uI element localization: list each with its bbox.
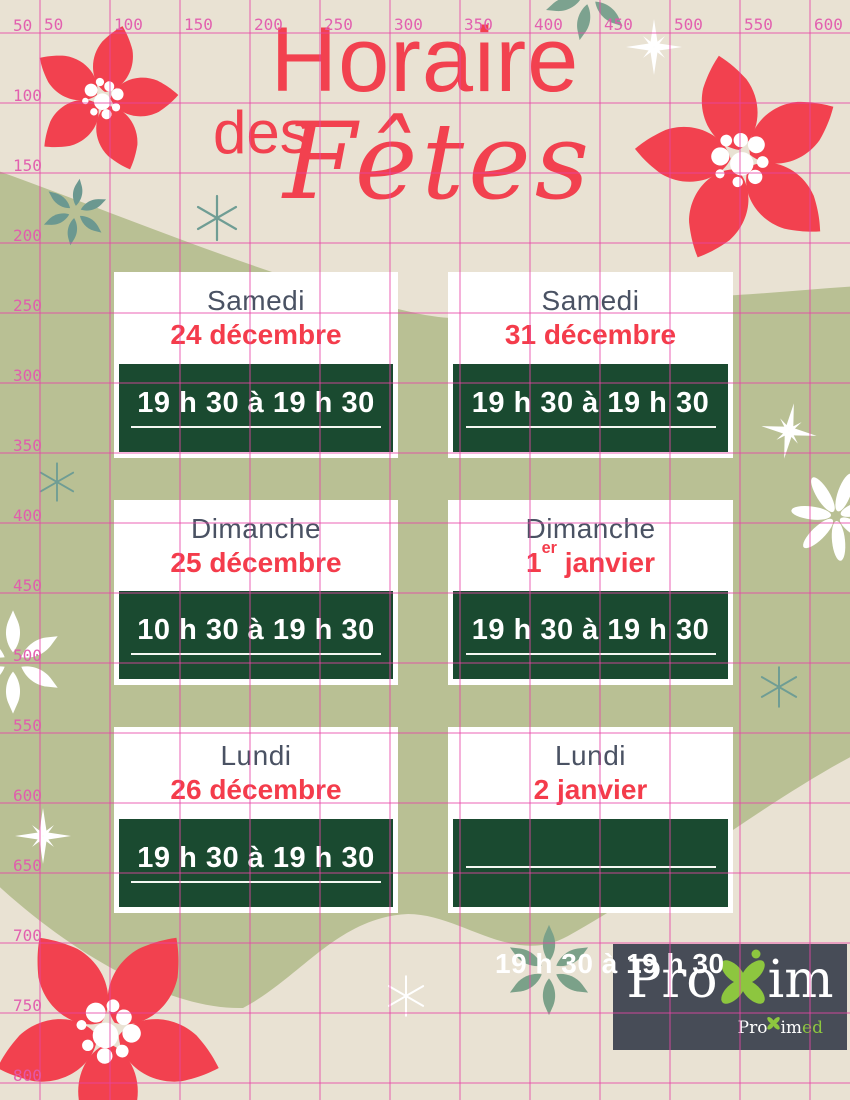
card-underline (131, 426, 381, 429)
subbrand-mid: im (780, 1017, 803, 1038)
proxim-logo: Pro im Pro (613, 944, 847, 1050)
card-time-label: 19 h 30 à 19 h 30 (137, 386, 375, 419)
schedule-card: Lundi 2 janvier (448, 727, 733, 913)
card-time-label: 19 h 30 à 19 h 30 (137, 841, 375, 874)
card-underline (465, 653, 716, 656)
wordmark-post: im (767, 950, 834, 1010)
card-time-box: 19 h 30 à 19 h 30 (453, 364, 728, 452)
card-time-box: 10 h 30 à 19 h 30 (119, 591, 393, 679)
card-day-label: Dimanche (190, 513, 322, 544)
card-date-label: 24 décembre (170, 318, 342, 350)
sprig-top-center-icon (538, 0, 639, 49)
poinsettia-top-left-icon (9, 6, 197, 189)
card-time-label: 19 h 30 à 19 h 30 (471, 386, 710, 419)
card-time-box: 19 h 30 à 19 h 30 (119, 364, 393, 452)
card-day-label: Lundi (220, 740, 292, 771)
card-underline (131, 881, 381, 884)
card-date-label: 1er janvier (526, 539, 655, 578)
schedule-card: Dimanche 1er janvier 19 h 30 à 19 h 30 (448, 500, 733, 685)
proxim-x-leaf-icon (716, 948, 770, 1019)
card-day-label: Dimanche (525, 513, 656, 544)
card-underline (465, 865, 716, 868)
subbrand-suffix: ed (802, 1017, 823, 1038)
card-underline (131, 653, 381, 656)
card-date-label: 31 décembre (504, 318, 677, 350)
proxim-wordmark: Pro im (613, 949, 847, 1025)
sparkle-icon (626, 19, 682, 75)
thin-star-icon (387, 975, 425, 1017)
card-time-box (453, 819, 728, 907)
card-time-label: 19 h 30 à 19 h 30 (471, 613, 710, 646)
proximed-subbrand: Pro im ed (737, 1015, 823, 1038)
proximed-x-leaf-icon (766, 1015, 781, 1035)
card-date-label: 25 décembre (170, 546, 342, 578)
card-date-label: 2 janvier (533, 773, 648, 805)
card-underline (465, 426, 716, 429)
subbrand-pre: Pro (737, 1017, 768, 1038)
overflow-time-label: 19 h 30 à 19 h 30 (495, 948, 725, 979)
card-time-box: 19 h 30 à 19 h 30 (453, 591, 728, 679)
schedule-card: Samedi 24 décembre 19 h 30 à 19 h 30 (114, 272, 398, 458)
poinsettia-top-right-icon (611, 33, 850, 283)
card-date-label: 26 décembre (170, 773, 342, 805)
thin-star-icon (196, 194, 238, 242)
card-time-box: 19 h 30 à 19 h 30 (119, 819, 393, 907)
wordmark-pre: Pro (626, 950, 718, 1010)
card-day-label: Samedi (207, 285, 305, 316)
cards-grid: Samedi 24 décembre 19 h 30 à 19 h 30 Sam… (114, 272, 733, 913)
schedule-card: Lundi 26 décembre 19 h 30 à 19 h 30 (114, 727, 398, 913)
card-time-label: 10 h 30 à 19 h 30 (137, 613, 375, 646)
schedule-card: Samedi 31 décembre 19 h 30 à 19 h 30 (448, 272, 733, 458)
card-day-label: Samedi (541, 285, 640, 316)
card-day-label: Lundi (554, 740, 626, 771)
schedule-card: Dimanche 25 décembre 10 h 30 à 19 h 30 (114, 500, 398, 685)
